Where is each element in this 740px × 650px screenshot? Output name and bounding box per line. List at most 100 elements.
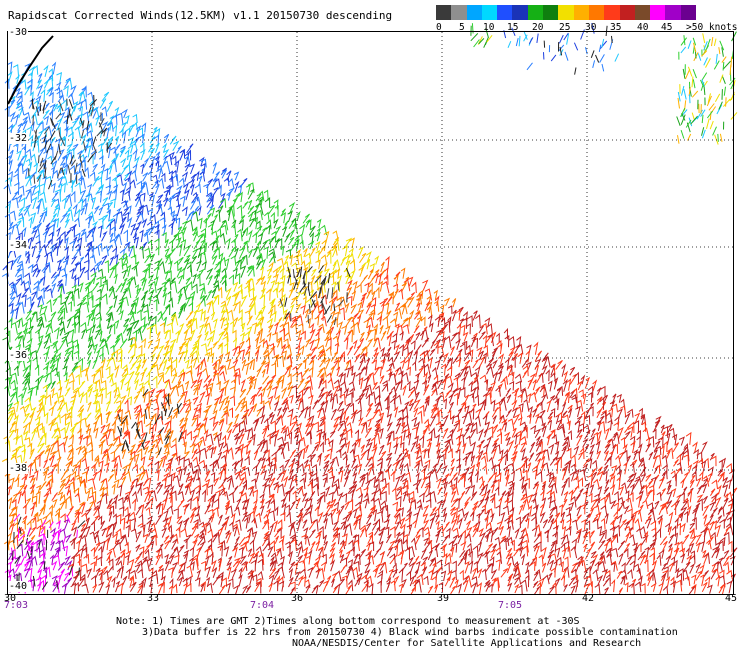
- wind-barb: [144, 490, 151, 503]
- wind-barb: [71, 470, 77, 481]
- wind-barb: [542, 449, 550, 461]
- wind-barb: [7, 531, 12, 545]
- wind-barb: [272, 354, 279, 368]
- wind-barb: [141, 315, 146, 328]
- wind-barb: [295, 302, 302, 314]
- wind-barb: [399, 456, 405, 467]
- wind-barb: [256, 209, 263, 221]
- wind-barb: [396, 485, 403, 496]
- wind-barb: [7, 402, 14, 412]
- wind-barb: [350, 303, 358, 314]
- wind-barb: [89, 99, 94, 111]
- wind-barb: [70, 365, 78, 375]
- wind-barb: [126, 386, 131, 397]
- wind-barb: [93, 343, 98, 354]
- wind-barb: [88, 311, 95, 321]
- wind-barb: [532, 408, 538, 418]
- wind-barb: [223, 395, 230, 406]
- wind-barb: [276, 265, 283, 274]
- wind-barb: [462, 317, 468, 329]
- wind-barb: [268, 395, 274, 406]
- wind-barb: [230, 512, 236, 524]
- wind-barb: [680, 553, 686, 564]
- wind-barb: [364, 448, 370, 461]
- wind-barb: [218, 514, 223, 525]
- wind-barb: [464, 394, 470, 404]
- wind-barb: [23, 112, 31, 124]
- wind-barb: [149, 194, 156, 207]
- wind-barb: [273, 429, 280, 439]
- wind-barb: [9, 420, 16, 432]
- wind-barb: [99, 283, 105, 295]
- wind-barb: [133, 226, 139, 236]
- wind-barb: [195, 477, 202, 490]
- wind-barb: [651, 537, 658, 550]
- wind-barb: [120, 552, 126, 566]
- wind-barb: [23, 167, 29, 179]
- wind-barb: [280, 208, 286, 217]
- wind-barb: [247, 266, 255, 277]
- wind-barb: [337, 400, 344, 412]
- wind-barb: [570, 546, 578, 559]
- wind-barb: [469, 408, 475, 420]
- wind-barb: [75, 374, 81, 385]
- wind-barb: [25, 148, 32, 161]
- wind-barb: [468, 380, 473, 392]
- wind-barb: [469, 511, 475, 522]
- wind-barb: [356, 314, 362, 327]
- wind-barb: [170, 210, 176, 221]
- wind-barb: [593, 478, 600, 489]
- wind-barb: [149, 567, 154, 578]
- wind-barb: [193, 554, 199, 567]
- wind-barb: [65, 193, 72, 207]
- wind-barb: [195, 489, 201, 502]
- wind-barb: [255, 580, 262, 594]
- wind-barb: [367, 466, 373, 476]
- wind-barb: [286, 355, 293, 368]
- wind-barb: [106, 550, 113, 560]
- wind-barb: [189, 183, 195, 195]
- wind-barb: [9, 210, 17, 221]
- wind-barb: [550, 363, 556, 375]
- wind-barb: [138, 344, 143, 357]
- wind-barb: [263, 418, 270, 431]
- wind-barb: [114, 454, 122, 468]
- wind-barb: [140, 163, 145, 174]
- wind-barb: [103, 452, 109, 466]
- wind-barb: [172, 194, 180, 207]
- wind-barb: [709, 488, 716, 496]
- wind-barb: [302, 386, 309, 396]
- wind-barb: [472, 337, 479, 349]
- wind-barb: [436, 454, 442, 466]
- wind-barb: [269, 299, 276, 313]
- wind-barb: [704, 527, 712, 540]
- wind-barb: [636, 567, 642, 580]
- wind-barb: [56, 259, 62, 270]
- wind-barb: [121, 289, 128, 300]
- wind-barb: [48, 87, 54, 96]
- wind-barb: [252, 295, 257, 306]
- wind-barb: [492, 447, 498, 459]
- wind-barb: [703, 552, 710, 564]
- wind-barb: [279, 555, 285, 566]
- wind-barb: [140, 148, 146, 161]
- wind-barb: [340, 381, 347, 391]
- wind-barb: [306, 430, 313, 440]
- wind-barb: [77, 256, 85, 265]
- wind-barb: [534, 483, 540, 495]
- wind-barb: [345, 469, 352, 480]
- wind-barb: [309, 231, 315, 244]
- wind-barb: [268, 379, 274, 389]
- wind-barb: [179, 368, 185, 378]
- wind-barb: [516, 335, 522, 347]
- wind-barb: [113, 479, 120, 489]
- wind-barb: [331, 393, 339, 404]
- wind-barb: [364, 384, 373, 396]
- wind-barb: [106, 575, 113, 586]
- wind-barb: [348, 539, 354, 552]
- wind-barb: [69, 328, 75, 342]
- wind-barb: [685, 546, 691, 557]
- wind-barb: [60, 301, 68, 314]
- wind-barb: [470, 491, 478, 501]
- wind-barb: [521, 527, 528, 537]
